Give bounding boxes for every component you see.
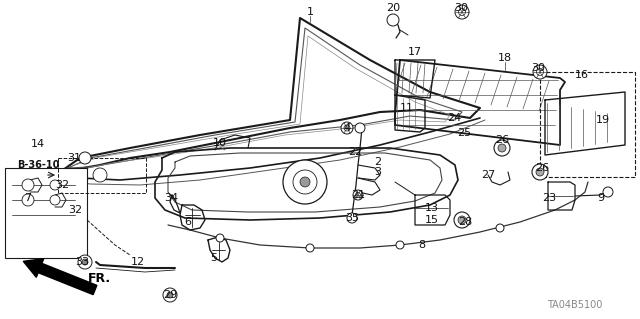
Text: 28: 28 — [458, 217, 472, 227]
Circle shape — [455, 5, 469, 19]
Text: 5: 5 — [211, 253, 218, 263]
Bar — [58, 158, 146, 193]
Circle shape — [458, 216, 466, 224]
Text: 3: 3 — [374, 167, 381, 177]
Text: 34: 34 — [164, 193, 178, 203]
Text: 21: 21 — [351, 190, 365, 200]
Text: 9: 9 — [597, 193, 605, 203]
Text: 13: 13 — [425, 203, 439, 213]
Text: 20: 20 — [386, 3, 400, 13]
Text: 32: 32 — [68, 205, 82, 215]
Circle shape — [293, 170, 317, 194]
Text: 1: 1 — [307, 7, 314, 17]
Circle shape — [533, 65, 547, 79]
Text: 33: 33 — [75, 257, 89, 267]
Text: 23: 23 — [542, 193, 556, 203]
Text: 35: 35 — [345, 213, 359, 223]
Circle shape — [300, 177, 310, 187]
Text: 32: 32 — [55, 180, 69, 190]
Text: 7: 7 — [24, 193, 31, 203]
Text: 14: 14 — [31, 139, 45, 149]
Circle shape — [306, 244, 314, 252]
Text: 29: 29 — [163, 290, 177, 300]
Circle shape — [387, 14, 399, 26]
FancyArrow shape — [23, 259, 97, 295]
Circle shape — [22, 194, 34, 206]
Text: 22: 22 — [348, 147, 362, 157]
Text: 2: 2 — [374, 157, 381, 167]
Text: 16: 16 — [575, 70, 589, 80]
Text: 30: 30 — [531, 63, 545, 73]
Text: 30: 30 — [454, 3, 468, 13]
Circle shape — [163, 288, 177, 302]
Circle shape — [496, 224, 504, 232]
Circle shape — [532, 164, 548, 180]
Circle shape — [78, 255, 92, 269]
Circle shape — [93, 168, 107, 182]
Circle shape — [603, 187, 613, 197]
Bar — [5, 168, 87, 258]
Circle shape — [355, 123, 365, 133]
Circle shape — [79, 152, 91, 164]
Text: 6: 6 — [184, 217, 191, 227]
Text: 8: 8 — [419, 240, 426, 250]
Circle shape — [50, 195, 60, 205]
Text: 19: 19 — [596, 115, 610, 125]
Text: TA04B5100: TA04B5100 — [547, 300, 603, 310]
Circle shape — [396, 241, 404, 249]
Text: 17: 17 — [408, 47, 422, 57]
Text: 31: 31 — [67, 153, 81, 163]
Circle shape — [347, 213, 357, 223]
Circle shape — [50, 180, 60, 190]
Text: 26: 26 — [535, 163, 549, 173]
Circle shape — [494, 140, 510, 156]
Text: 11: 11 — [400, 103, 414, 113]
Circle shape — [216, 234, 224, 242]
Circle shape — [536, 168, 544, 176]
Text: 24: 24 — [447, 113, 461, 123]
Text: 27: 27 — [481, 170, 495, 180]
Text: 26: 26 — [495, 135, 509, 145]
Circle shape — [341, 122, 353, 134]
Text: 15: 15 — [425, 215, 439, 225]
Circle shape — [82, 259, 88, 265]
Circle shape — [353, 190, 363, 200]
Circle shape — [498, 144, 506, 152]
Text: 12: 12 — [131, 257, 145, 267]
Text: FR.: FR. — [88, 272, 111, 285]
Circle shape — [454, 212, 470, 228]
Text: 4: 4 — [344, 123, 351, 133]
Circle shape — [167, 292, 173, 298]
Circle shape — [283, 160, 327, 204]
Text: 18: 18 — [498, 53, 512, 63]
Text: B-36-10: B-36-10 — [17, 160, 59, 170]
Text: 25: 25 — [457, 128, 471, 138]
Circle shape — [22, 179, 34, 191]
Bar — [540, 72, 635, 177]
Text: 10: 10 — [213, 138, 227, 148]
